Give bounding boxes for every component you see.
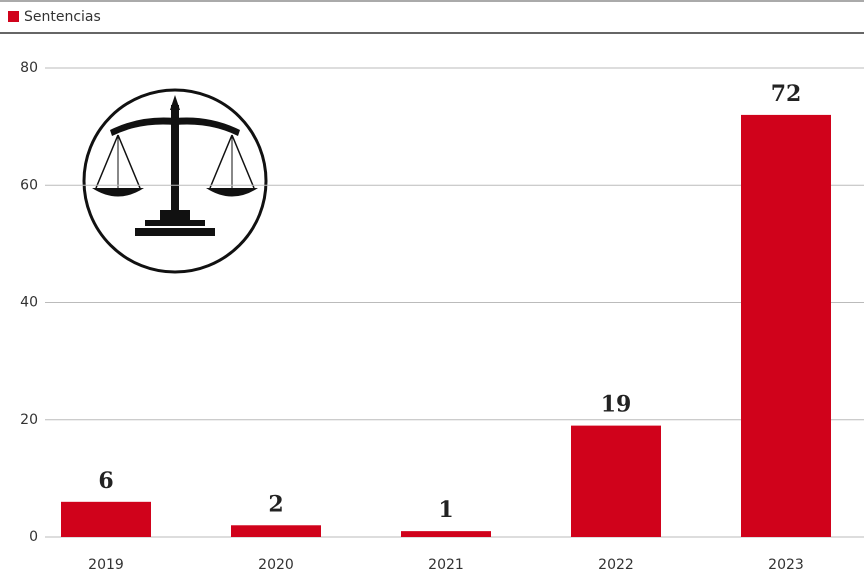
x-tick-label: 2023 <box>768 557 804 573</box>
y-tick-label: 80 <box>20 60 38 76</box>
legend-swatch <box>8 11 19 22</box>
legend-label: Sentencias <box>24 9 101 25</box>
data-label: 2 <box>268 491 283 517</box>
bar <box>61 501 151 537</box>
data-label: 72 <box>771 81 802 107</box>
bar <box>231 525 321 537</box>
x-tick-label: 2019 <box>88 557 124 573</box>
x-tick-label: 2020 <box>258 557 294 573</box>
bar <box>401 531 491 537</box>
y-tick-label: 20 <box>20 412 38 428</box>
y-tick-label: 60 <box>20 177 38 193</box>
scale-icon <box>82 88 268 274</box>
x-tick-label: 2021 <box>428 557 464 573</box>
y-tick-label: 0 <box>29 529 38 545</box>
y-tick-label: 40 <box>20 295 38 311</box>
bar <box>571 425 661 537</box>
data-label: 1 <box>438 497 453 523</box>
data-label: 19 <box>601 392 632 418</box>
bar <box>741 114 831 538</box>
x-tick-label: 2022 <box>598 557 634 573</box>
data-label: 6 <box>98 468 113 494</box>
